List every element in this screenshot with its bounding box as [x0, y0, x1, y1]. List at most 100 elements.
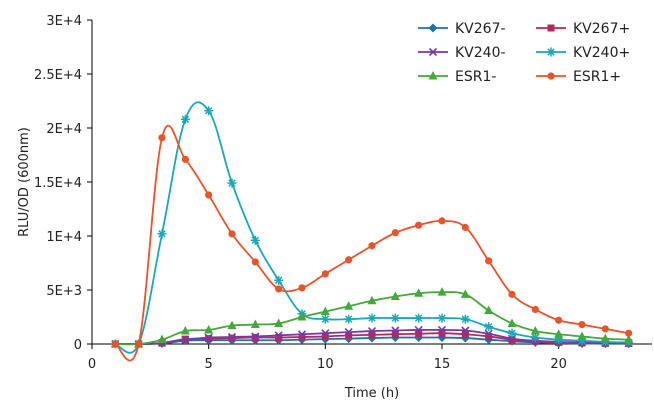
data-point-kv267-plus [391, 330, 399, 338]
data-point-kv267-plus [415, 330, 423, 338]
data-point-esr1-plus [205, 191, 213, 199]
data-point-kv240-plus [180, 114, 190, 124]
y-ticks: 0 5E+3 1E+4 1.5E+4 2E+4 2.5E+4 3E+4 [34, 14, 92, 353]
legend-label: ESR1- [455, 69, 496, 85]
data-point-kv240-minus [414, 325, 423, 335]
data-point-kv240-minus [321, 329, 330, 338]
legend-label: KV267- [455, 21, 506, 37]
data-point-esr1-plus [135, 340, 143, 348]
data-point-kv240-plus [204, 106, 214, 116]
data-point-kv240-minus [367, 326, 377, 336]
data-point-esr1-plus [275, 285, 283, 293]
data-point-esr1-plus [601, 325, 609, 333]
data-point-esr1-plus [391, 229, 399, 237]
x-tick-label: 20 [550, 357, 567, 372]
data-point-esr1-minus [250, 319, 260, 329]
x-tick-label: 15 [434, 357, 451, 372]
legend-marker [547, 24, 555, 32]
data-point-kv267-plus [438, 329, 446, 337]
y-tick-label: 0 [74, 338, 82, 353]
data-point-esr1-plus [625, 329, 633, 337]
y-tick-label: 2.5E+4 [34, 68, 82, 83]
data-point-kv240-plus [390, 313, 400, 323]
data-point-kv240-plus [344, 314, 354, 324]
x-tick-label: 0 [88, 357, 96, 372]
data-point-esr1-minus [367, 295, 377, 305]
legend-marker [428, 47, 438, 57]
data-point-kv240-plus [367, 313, 377, 323]
data-point-esr1-minus [624, 334, 634, 344]
data-point-esr1-minus [180, 326, 190, 335]
data-point-esr1-plus [158, 134, 166, 142]
data-point-esr1-minus [437, 287, 447, 296]
legend-item: ESR1+ [536, 69, 621, 85]
data-point-esr1-minus [600, 333, 610, 343]
data-point-kv240-plus [460, 314, 470, 324]
data-point-esr1-minus [274, 318, 284, 327]
legend-item: KV240+ [536, 45, 630, 61]
y-tick-label: 3E+4 [46, 14, 82, 29]
data-point-esr1-minus [227, 320, 237, 330]
data-point-kv240-minus [227, 332, 237, 342]
legend-item: KV240- [418, 45, 506, 61]
data-point-kv267-plus [275, 334, 283, 342]
axes [91, 20, 652, 345]
x-ticks: 0 5 10 15 20 [88, 344, 567, 372]
data-point-esr1-plus [345, 256, 353, 264]
data-point-esr1-minus [460, 289, 470, 298]
data-point-kv240-minus [461, 326, 470, 335]
data-point-esr1-minus [390, 291, 400, 300]
series-kv240-plus [110, 101, 634, 354]
data-point-kv240-plus [250, 235, 260, 245]
data-point-kv240-minus [204, 333, 213, 342]
x-tick-label: 5 [205, 357, 213, 372]
data-point-esr1-minus [157, 334, 167, 344]
data-point-esr1-plus [228, 230, 236, 238]
data-point-esr1-plus [485, 257, 493, 265]
data-point-esr1-minus [484, 305, 494, 315]
data-point-esr1-plus [578, 320, 586, 329]
data-point-kv240-plus [157, 229, 167, 239]
data-point-esr1-plus [461, 223, 469, 231]
data-point-kv240-minus [251, 332, 260, 341]
data-point-kv240-plus [414, 313, 424, 323]
data-point-kv240-plus [320, 314, 330, 324]
data-point-esr1-plus [368, 242, 376, 250]
data-point-kv267-plus [461, 330, 469, 338]
data-point-esr1-minus [554, 329, 564, 338]
data-point-esr1-minus [320, 306, 330, 316]
data-point-kv240-minus [297, 330, 307, 339]
data-point-kv240-minus [181, 335, 190, 344]
data-point-esr1-minus [204, 324, 214, 334]
legend-label: KV267+ [573, 21, 630, 37]
data-point-kv267-plus [368, 331, 376, 339]
data-point-kv240-plus [437, 313, 447, 323]
data-point-esr1-plus [415, 221, 423, 229]
legend-item: KV267- [418, 21, 506, 37]
series-esr1-plus [111, 124, 633, 362]
data-point-esr1-plus [531, 305, 539, 314]
data-point-kv240-minus [437, 325, 447, 335]
data-point-esr1-minus [530, 326, 540, 335]
series-esr1-minus [110, 287, 634, 348]
legend-marker [428, 23, 438, 33]
legend-marker [547, 72, 555, 80]
data-point-kv240-plus [274, 275, 284, 285]
y-tick-label: 5E+3 [46, 284, 82, 299]
data-point-esr1-plus [438, 217, 446, 225]
data-point-esr1-plus [298, 284, 306, 292]
x-tick-label: 10 [317, 357, 334, 372]
x-axis-title: Time (h) [344, 386, 399, 401]
data-point-kv240-plus [484, 322, 494, 332]
data-point-esr1-minus [297, 312, 307, 321]
data-point-kv267-plus [321, 332, 329, 340]
y-tick-label: 1E+4 [46, 230, 82, 245]
legend-item: ESR1- [418, 69, 496, 85]
data-point-kv240-minus [391, 326, 400, 335]
data-point-kv267-plus [298, 333, 306, 341]
data-point-esr1-minus [507, 318, 517, 327]
legend-label: KV240+ [573, 45, 630, 61]
y-axis-title: RLU/OD (600nm) [17, 127, 32, 237]
series-layer [110, 101, 634, 362]
